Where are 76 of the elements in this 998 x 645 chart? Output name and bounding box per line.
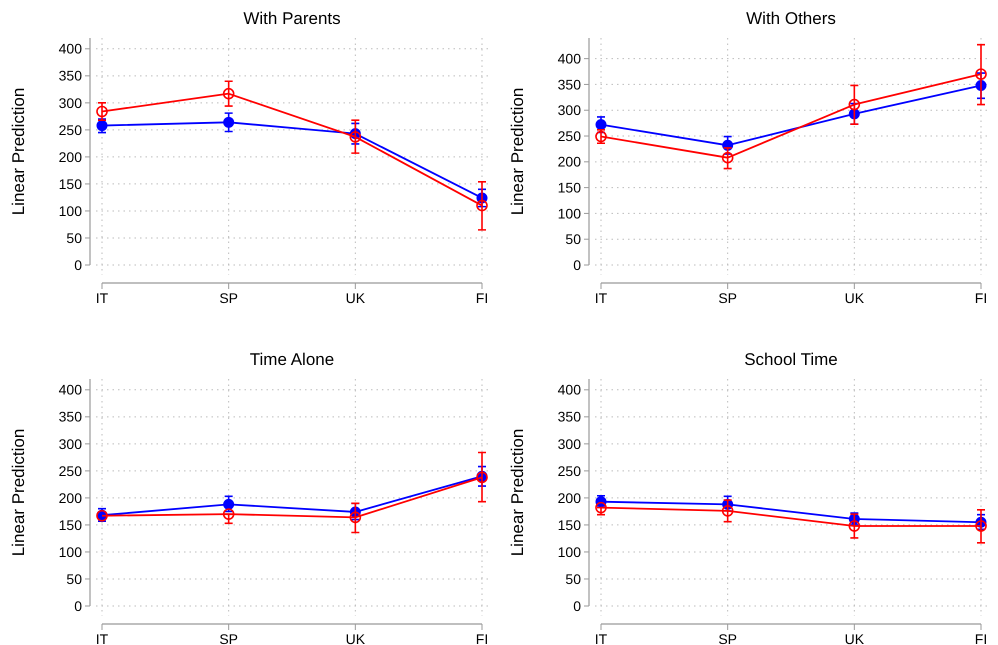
y-tick-label: 100 — [58, 202, 82, 219]
chart-title: Time Alone — [250, 350, 334, 369]
y-tick-label: 250 — [558, 462, 582, 479]
y-tick-label: 150 — [58, 176, 82, 192]
y-tick-label: 250 — [58, 462, 82, 479]
y-tick-label: 100 — [558, 544, 582, 560]
chart-title: With Parents — [243, 9, 341, 28]
y-tick-label: 50 — [66, 230, 82, 246]
point — [848, 520, 860, 532]
point — [350, 131, 362, 143]
y-tick-label: 250 — [558, 128, 582, 144]
y-axis-title: Linear Prediction — [9, 428, 28, 556]
y-tick-label: 50 — [66, 570, 82, 587]
y-tick-label: 150 — [58, 516, 82, 533]
y-tick-label: 350 — [58, 408, 82, 425]
point — [595, 502, 607, 514]
y-tick-label: 0 — [573, 598, 582, 614]
y-tick-label: 400 — [58, 40, 82, 57]
y-tick-label: 400 — [558, 382, 582, 398]
point — [722, 505, 734, 517]
y-tick-label: 100 — [558, 205, 582, 222]
x-tick-label: UK — [346, 290, 366, 306]
point — [222, 508, 234, 520]
point — [975, 520, 987, 532]
x-tick-label: UK — [844, 290, 865, 306]
x-tick-label: SP — [718, 631, 738, 645]
y-tick-label: 300 — [58, 436, 82, 452]
y-tick-label: 350 — [558, 408, 582, 425]
x-tick-label: FI — [476, 290, 488, 306]
y-tick-label: 100 — [58, 544, 82, 560]
y-tick-label: 200 — [58, 148, 82, 165]
chart-title: With Others — [746, 9, 836, 28]
y-axis-title: Linear Prediction — [508, 88, 527, 216]
x-tick-label: FI — [476, 631, 488, 645]
y-tick-label: 300 — [558, 102, 582, 118]
y-tick-label: 300 — [58, 94, 82, 111]
x-tick-label: SP — [219, 290, 238, 306]
y-tick-label: 400 — [558, 50, 582, 67]
y-tick-label: 200 — [558, 154, 582, 170]
x-tick-label: IT — [96, 290, 109, 306]
y-axis-title: Linear Prediction — [508, 428, 527, 556]
y-tick-label: 150 — [558, 180, 582, 196]
x-tick-label: FI — [974, 631, 988, 645]
y-tick-label: 0 — [74, 256, 82, 273]
y-tick-label: 350 — [558, 76, 582, 92]
x-tick-label: UK — [346, 631, 366, 645]
y-tick-label: 150 — [558, 516, 582, 533]
x-tick-label: IT — [594, 631, 608, 645]
y-tick-label: 50 — [565, 570, 582, 587]
y-tick-label: 250 — [58, 122, 82, 138]
point — [975, 68, 987, 80]
point — [596, 119, 606, 130]
y-tick-label: 350 — [58, 68, 82, 84]
y-tick-label: 300 — [558, 436, 582, 452]
point — [722, 152, 734, 164]
point — [223, 498, 234, 510]
y-tick-label: 0 — [573, 256, 582, 273]
y-tick-label: 200 — [58, 490, 82, 506]
point — [96, 106, 108, 118]
chart-title: School Time — [744, 350, 838, 369]
y-tick-label: 50 — [565, 231, 582, 248]
x-tick-label: SP — [219, 631, 238, 645]
point — [223, 116, 234, 128]
point — [350, 512, 362, 524]
x-tick-label: IT — [96, 631, 109, 645]
point — [848, 98, 860, 110]
y-tick-label: 0 — [74, 598, 82, 614]
x-tick-label: IT — [594, 290, 608, 306]
y-tick-label: 200 — [558, 490, 582, 506]
y-tick-label: 400 — [58, 382, 82, 398]
point — [222, 88, 234, 100]
x-tick-label: SP — [718, 290, 738, 306]
x-tick-label: FI — [974, 290, 988, 306]
x-tick-label: UK — [844, 631, 865, 645]
y-axis-title: Linear Prediction — [9, 88, 28, 216]
point — [476, 200, 488, 212]
